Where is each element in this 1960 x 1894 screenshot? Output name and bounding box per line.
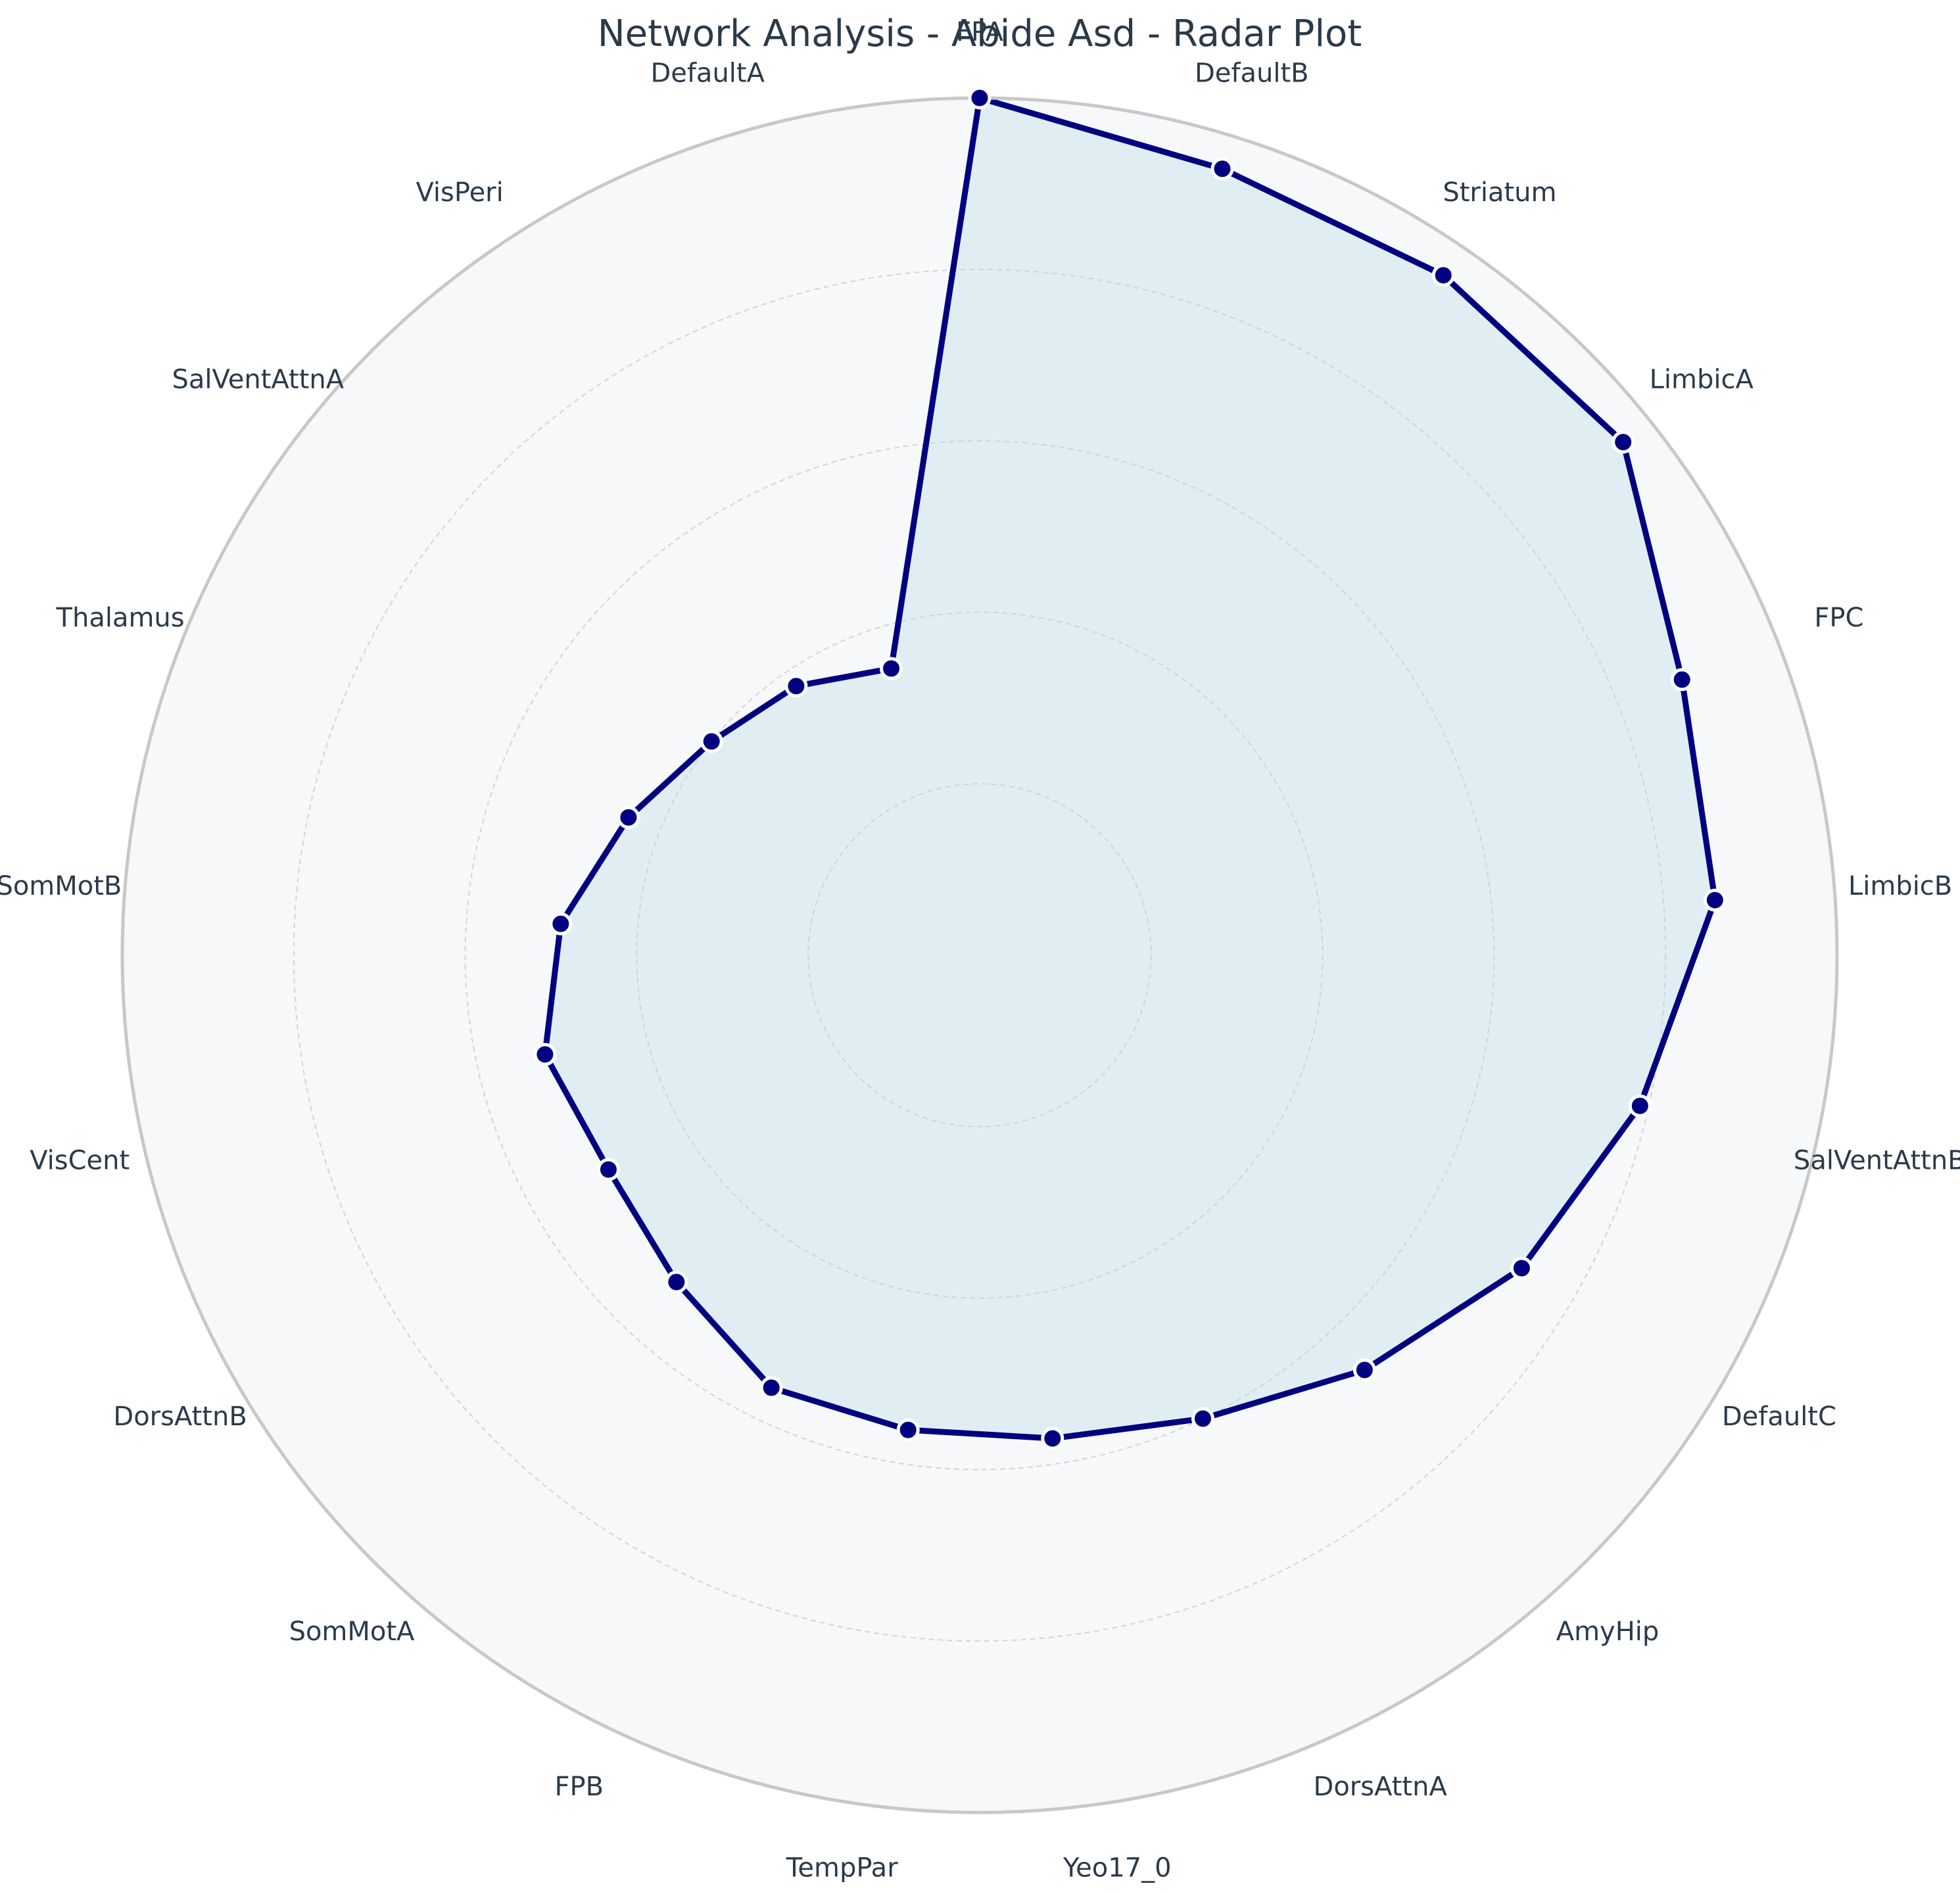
- radial-gridline: [807, 783, 1152, 1127]
- data-point: [1670, 668, 1694, 692]
- axis-label-limbica: LimbicA: [1650, 365, 1754, 395]
- axis-label-amyhip: AmyHip: [1556, 1617, 1660, 1647]
- axis-label-salventattna: SalVentAttnA: [172, 365, 344, 395]
- axis-label-defaultc: DefaultC: [1722, 1402, 1836, 1432]
- axis-label-fpc: FPC: [1814, 603, 1863, 633]
- data-point: [1210, 157, 1234, 181]
- axis-label-striatum: Striatum: [1443, 178, 1556, 208]
- plot-background: [122, 98, 1837, 1812]
- data-point: [700, 730, 723, 753]
- series-area: [544, 98, 1715, 1438]
- data-point: [896, 1418, 920, 1442]
- chart-title: Network Analysis - Abide Asd - Radar Plo…: [598, 12, 1362, 55]
- data-point: [759, 1376, 783, 1400]
- axis-label-viscent: VisCent: [30, 1145, 130, 1175]
- data-point: [549, 912, 573, 935]
- axis-label-salventattnb: SalVentAttnB: [1794, 1145, 1960, 1175]
- data-point: [1352, 1358, 1376, 1382]
- data-point: [880, 657, 903, 680]
- data-point: [968, 86, 992, 110]
- radial-gridline: [636, 611, 1324, 1299]
- axis-label-sommota: SomMotA: [289, 1617, 415, 1647]
- axis-label-temppar: TempPar: [786, 1853, 898, 1883]
- axis-label-dorsattnb: DorsAttnB: [113, 1402, 247, 1432]
- data-point: [1510, 1256, 1533, 1280]
- axis-label-dorsattna: DorsAttnA: [1314, 1772, 1448, 1802]
- data-point: [1612, 431, 1635, 454]
- axis-label-fpa: FPA: [956, 17, 1004, 47]
- axis-label-yeo17-0: Yeo17_0: [1063, 1853, 1172, 1883]
- plot-area: FPA DefaultB Striatum LimbicA FPC LimbicB SalV…: [0, 17, 1960, 1883]
- series-line: [542, 95, 1718, 1442]
- axis-label-limbicb: LimbicB: [1848, 871, 1952, 901]
- axis-label-fpb: FPB: [555, 1772, 604, 1802]
- data-point: [1431, 264, 1455, 287]
- axis-label-thalamus: Thalamus: [56, 603, 185, 633]
- axis-label-sommotb: SomMotB: [0, 871, 122, 901]
- data-point: [784, 675, 808, 698]
- axis-label-defaulta: DefaultA: [650, 58, 765, 88]
- data-point: [596, 1158, 620, 1181]
- radial-gridline: [293, 268, 1667, 1642]
- data-point: [533, 1043, 557, 1066]
- data-point: [1041, 1427, 1064, 1450]
- data-point: [1628, 1094, 1652, 1118]
- axis-label-visperi: VisPeri: [416, 178, 503, 208]
- data-point: [1703, 888, 1727, 912]
- axis-label-defaultb: DefaultB: [1195, 58, 1309, 88]
- data-point: [665, 1270, 688, 1294]
- radial-gridline: [464, 440, 1495, 1471]
- data-point: [1191, 1407, 1214, 1431]
- data-point: [617, 805, 640, 829]
